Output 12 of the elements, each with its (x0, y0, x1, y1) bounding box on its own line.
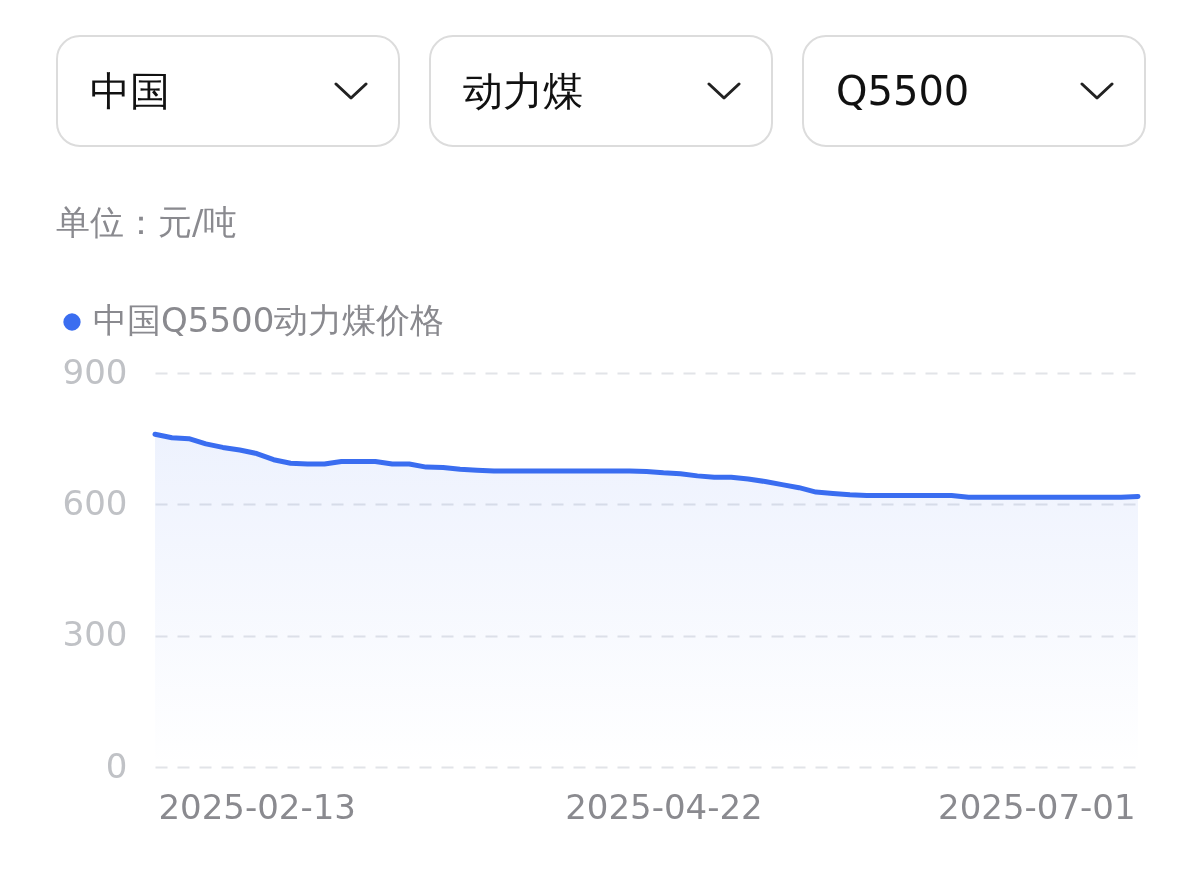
text: 动力煤 (463, 66, 583, 116)
x-tick-label: 2025-07-01 (938, 786, 1136, 827)
text: Q5500 (836, 68, 970, 114)
y-tick-label: 600 (62, 482, 128, 523)
y-tick-label: 0 (105, 745, 128, 786)
y-tick-label: 900 (62, 351, 128, 392)
y-tick-label: 300 (62, 614, 128, 655)
text: 中国 (90, 66, 170, 116)
legend-label: 中国Q5500动力煤价格 (93, 300, 445, 340)
x-tick-label: 2025-04-22 (565, 786, 763, 827)
y-axis-title: 单位：元/吨 (56, 201, 238, 244)
x-tick-label: 2025-02-13 (158, 786, 356, 827)
